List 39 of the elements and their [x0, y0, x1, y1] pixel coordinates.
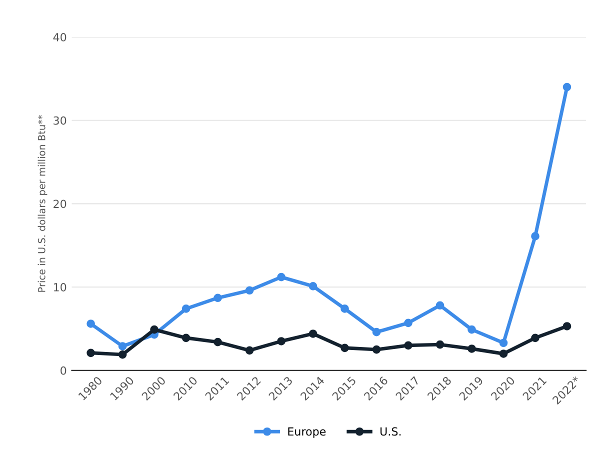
point — [277, 272, 286, 282]
point — [372, 345, 381, 354]
y-tick-label: 10 — [54, 283, 66, 292]
point — [404, 341, 412, 350]
legend-label: Europe — [288, 427, 326, 438]
point — [372, 328, 381, 336]
point — [531, 232, 540, 240]
point — [214, 338, 222, 346]
point — [182, 334, 190, 342]
point — [182, 304, 190, 313]
point — [499, 338, 508, 348]
point — [245, 346, 254, 355]
point — [468, 325, 476, 334]
point — [277, 337, 286, 346]
point — [308, 330, 318, 338]
point — [436, 301, 444, 310]
y-tick-label: 30 — [54, 116, 66, 125]
point — [150, 325, 158, 334]
point — [531, 334, 540, 342]
point — [118, 350, 127, 359]
legend-label: U.S. — [380, 427, 401, 436]
point — [562, 82, 572, 92]
y-tick-label: 20 — [54, 200, 66, 208]
point — [436, 340, 444, 349]
point — [468, 344, 476, 353]
point — [499, 350, 508, 358]
point — [214, 294, 222, 302]
point — [118, 342, 127, 350]
y-tick-label: 40 — [53, 33, 66, 42]
point — [562, 322, 572, 330]
point — [86, 320, 95, 328]
point — [340, 304, 349, 313]
point — [86, 348, 95, 358]
point — [404, 318, 412, 328]
y-tick-label: 0 — [60, 366, 66, 375]
point — [308, 282, 318, 290]
point — [245, 286, 254, 295]
y-axis-title: Price in U.S. dollars per million Btu** — [38, 114, 48, 292]
point — [340, 344, 349, 352]
